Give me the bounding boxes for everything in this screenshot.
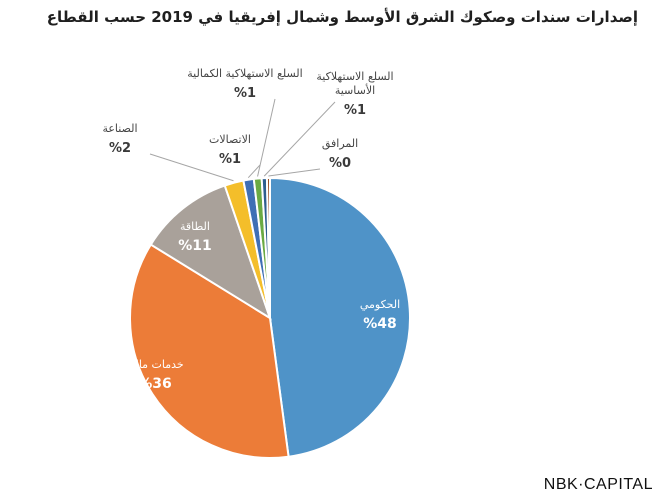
slice-value-0: %48 [363, 316, 397, 332]
pie-slice-7 [265, 176, 271, 319]
pie-slice-1 [129, 243, 290, 459]
leader-line-3 [149, 153, 234, 182]
slice-value-1: %36 [138, 376, 172, 392]
slice-label-2: الطاقة [180, 220, 210, 233]
slice-label-0: الحكومي [360, 298, 400, 311]
slice-value-6: %1 [344, 103, 366, 118]
slice-value-2: %11 [178, 238, 212, 254]
slice-label-3: الصناعة [102, 122, 137, 135]
leader-line-6 [263, 101, 336, 177]
slice-value-5: %1 [234, 86, 256, 101]
leader-line-4 [247, 164, 261, 179]
slice-label-6: السلع الاستهلاكية الأساسية [316, 70, 393, 97]
leader-line-5 [257, 98, 276, 177]
slice-label-5: السلع الاستهلاكية الكمالية [187, 67, 302, 80]
slice-label-7: المرافق [322, 137, 358, 151]
pie-slice-0 [269, 176, 411, 458]
pie-slice-2 [149, 184, 272, 321]
chart-title: إصدارات سندات وصكوك الشرق الأوسط وشمال إ… [46, 8, 638, 26]
leader-line-7 [268, 168, 321, 177]
slice-label-1: خدمات مالية [126, 358, 183, 371]
slice-value-7: %0 [329, 156, 351, 171]
slice-label-4: الاتصالات [209, 133, 251, 146]
slice-value-3: %2 [109, 141, 131, 156]
slice-value-4: %1 [219, 152, 241, 167]
brand-logo: NBK·CAPITAL [543, 476, 653, 493]
